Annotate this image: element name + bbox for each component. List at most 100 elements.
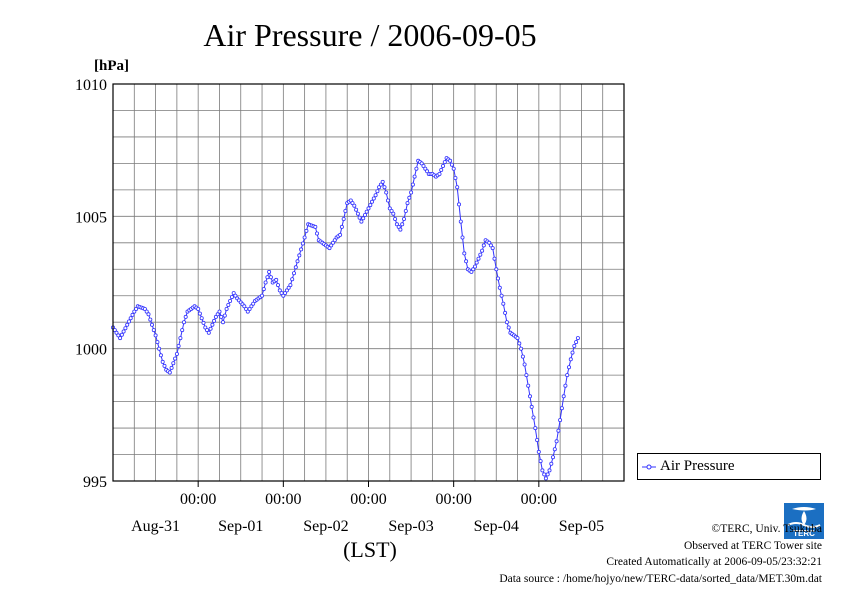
data-point	[261, 287, 266, 292]
data-point	[171, 361, 176, 366]
data-point	[549, 461, 554, 466]
data-point	[501, 301, 506, 306]
data-point	[196, 306, 201, 311]
data-point	[160, 359, 165, 364]
data-point	[567, 365, 572, 370]
data-point	[556, 428, 561, 433]
data-point	[327, 246, 332, 251]
data-point	[524, 373, 529, 378]
data-point	[547, 468, 552, 473]
data-point	[210, 322, 215, 327]
data-point	[288, 283, 293, 288]
y-tick-label: 995	[83, 474, 107, 491]
x-tick-label: 00:00	[265, 491, 301, 508]
data-point	[419, 161, 424, 166]
grid-lines	[113, 84, 624, 481]
data-point	[128, 316, 133, 321]
data-point	[217, 309, 222, 314]
data-point	[471, 267, 476, 272]
data-point	[451, 166, 456, 171]
data-point	[313, 224, 318, 229]
data-point	[423, 166, 428, 171]
data-point	[364, 209, 369, 214]
data-point	[529, 404, 534, 409]
data-point	[480, 248, 485, 253]
data-point	[439, 167, 444, 172]
data-point	[401, 216, 406, 221]
data-point	[403, 208, 408, 213]
data-point	[559, 406, 564, 411]
data-point	[394, 222, 399, 227]
series-layer	[111, 156, 580, 481]
data-point	[568, 357, 573, 362]
data-point	[504, 320, 509, 325]
data-point	[561, 394, 566, 399]
data-point	[219, 314, 224, 319]
data-point	[215, 312, 220, 317]
data-point	[268, 275, 273, 280]
data-point	[575, 336, 580, 341]
data-point	[368, 203, 373, 208]
data-point	[545, 472, 550, 477]
data-point	[304, 228, 309, 233]
data-point	[151, 328, 156, 333]
data-point	[277, 288, 282, 293]
data-point	[114, 330, 119, 335]
data-point	[472, 264, 477, 269]
data-point	[263, 280, 268, 285]
data-point	[162, 363, 167, 368]
data-point	[531, 415, 536, 420]
data-point	[183, 314, 188, 319]
data-point	[144, 309, 149, 314]
data-point	[503, 310, 508, 315]
source-text: Data source : /home/hojyo/new/TERC-data/…	[499, 573, 822, 585]
data-point	[373, 193, 378, 198]
legend-marker-icon	[642, 464, 656, 470]
data-point	[407, 195, 412, 200]
data-point	[201, 320, 206, 325]
data-point	[551, 455, 556, 460]
data-point	[519, 346, 524, 351]
data-point	[220, 320, 225, 325]
data-point	[455, 185, 460, 190]
legend-label: Air Pressure	[660, 458, 735, 474]
day-label: Sep-01	[218, 518, 263, 535]
y-tick-label: 1000	[75, 342, 107, 359]
data-point	[157, 346, 162, 351]
data-point	[552, 447, 557, 452]
data-point	[173, 356, 178, 361]
axis-ticks: 995 1000 1005 1010 00:00 00:00 00:00 00:00 00:00…	[75, 77, 604, 535]
data-point	[448, 158, 453, 163]
data-point	[125, 322, 130, 327]
data-point	[442, 160, 447, 165]
day-label: Sep-03	[388, 518, 433, 535]
data-point	[245, 309, 250, 314]
data-point	[478, 252, 483, 257]
data-point	[286, 285, 291, 290]
data-point	[116, 333, 121, 338]
data-point	[354, 207, 359, 212]
data-point	[366, 206, 371, 211]
data-point	[536, 449, 541, 454]
data-point	[565, 373, 570, 378]
data-point	[495, 276, 500, 281]
data-point	[520, 354, 525, 359]
data-point	[295, 259, 300, 264]
data-point	[224, 306, 229, 311]
data-point	[181, 320, 186, 325]
data-point	[400, 222, 405, 227]
data-point	[148, 317, 153, 322]
data-point	[142, 306, 147, 311]
data-point	[229, 295, 234, 300]
data-point	[375, 189, 380, 194]
data-point	[528, 394, 533, 399]
data-point	[488, 243, 493, 248]
data-point	[385, 198, 390, 203]
data-point	[412, 174, 417, 179]
data-point	[558, 418, 563, 423]
data-point	[155, 340, 160, 345]
data-point	[476, 256, 481, 261]
data-point	[458, 219, 463, 224]
data-point	[437, 171, 442, 176]
data-point	[526, 383, 531, 388]
